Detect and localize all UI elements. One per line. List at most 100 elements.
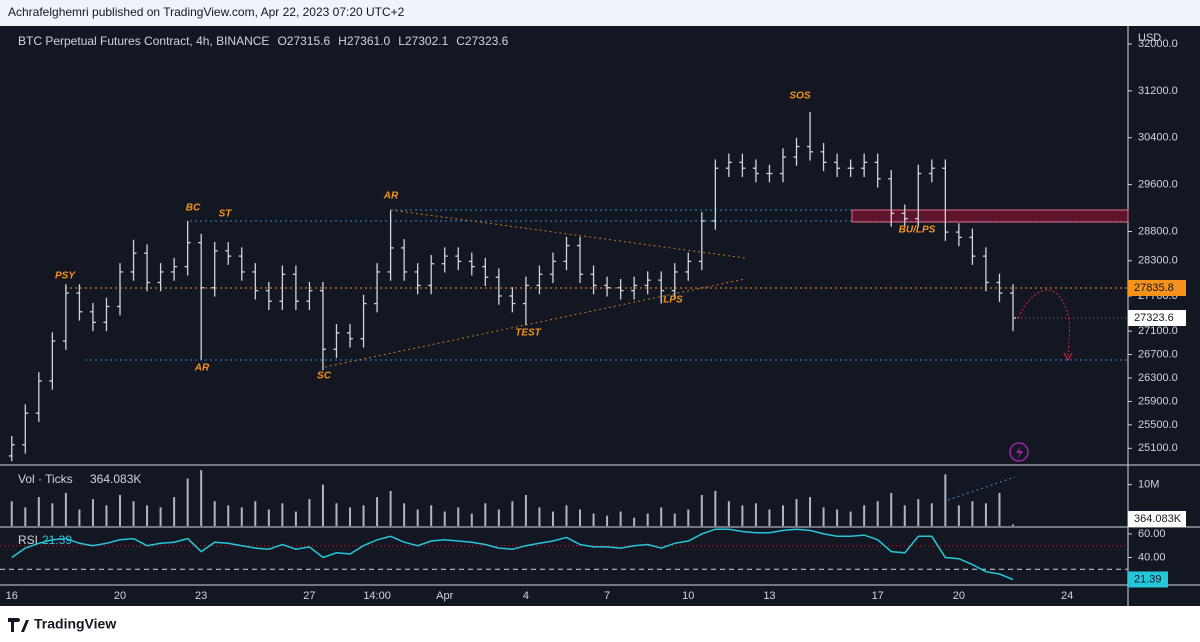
publisher-line: Achrafelghemri published on TradingView.… [8, 5, 405, 19]
x-tick-label: 20 [953, 590, 965, 602]
ohlc-legend-value: O27315.6 [277, 34, 330, 48]
volume-bar [984, 503, 987, 526]
volume-bar [321, 484, 324, 526]
volume-bar [497, 509, 500, 526]
wyckoff-annotation: PSY [55, 271, 76, 282]
y-tick-label: 32000.0 [1138, 38, 1178, 50]
volume-bar [159, 507, 162, 526]
projection-arc [1017, 289, 1070, 359]
volume-bar [957, 505, 960, 526]
volume-bar [267, 509, 270, 526]
ohlc-legend-value: H27361.0 [338, 34, 390, 48]
volume-title: Vol · Ticks [18, 472, 73, 486]
wyckoff-annotation: SC [317, 371, 332, 382]
y-tick-label: 28800.0 [1138, 225, 1178, 237]
volume-bar [551, 511, 554, 526]
volume-bar [78, 509, 81, 526]
volume-bar [565, 505, 568, 526]
volume-bar [673, 513, 676, 526]
y-tick-label: 25500.0 [1138, 419, 1178, 431]
x-tick-label: 17 [872, 590, 884, 602]
volume-bar [308, 499, 311, 526]
volume-bar [105, 505, 108, 526]
y-tick-label: 27100.0 [1138, 325, 1178, 337]
rsi-last-box [1128, 571, 1168, 588]
volume-bar [173, 497, 176, 526]
volume-bar [186, 478, 189, 526]
wyckoff-annotation: BC [186, 203, 201, 214]
volume-bar [714, 490, 717, 526]
y-tick-label: 25900.0 [1138, 395, 1178, 407]
volume-bar [24, 507, 27, 526]
x-tick-label: 20 [114, 590, 126, 602]
volume-bar [376, 497, 379, 526]
volume-bar [119, 495, 122, 526]
volume-bar [416, 509, 419, 526]
volume-bars [10, 470, 1014, 526]
volume-bar [294, 511, 297, 526]
volume-bar [403, 503, 406, 526]
volume-bar [727, 501, 730, 526]
volume-bar [592, 513, 595, 526]
volume-bar [944, 474, 947, 526]
volume-bar [213, 501, 216, 526]
volume-bar [822, 507, 825, 526]
ohlc-legend-value: C27323.6 [456, 34, 508, 48]
volume-bar [741, 505, 744, 526]
last-price-label: 27323.6 [1134, 312, 1174, 324]
alert-icon[interactable] [1009, 442, 1029, 462]
wyckoff-annotation: BU/LPS [899, 225, 936, 236]
volume-bar [37, 497, 40, 526]
level-label: 27835.8 [1134, 282, 1174, 294]
volume-bar [619, 511, 622, 526]
wyckoff-annotation: ST [219, 209, 233, 220]
volume-bar [200, 470, 203, 526]
volume-bar [863, 505, 866, 526]
volume-bar [781, 505, 784, 526]
volume-bar [457, 507, 460, 526]
volume-bar [768, 509, 771, 526]
volume-bar [917, 499, 920, 526]
price-bars [8, 111, 1016, 462]
volume-bar [579, 509, 582, 526]
wyckoff-annotation: SOS [789, 91, 810, 102]
y-tick-label: 26300.0 [1138, 372, 1178, 384]
trend-line [324, 278, 746, 368]
volume-bar [470, 513, 473, 526]
y-tick-label: 26700.0 [1138, 348, 1178, 360]
y-tick-label: 40.00 [1138, 551, 1166, 563]
volume-bar [132, 501, 135, 526]
volume-last-label: 364.083K [1134, 513, 1182, 525]
volume-bar [524, 495, 527, 526]
alert-bolt [1016, 446, 1023, 459]
volume-bar [1011, 524, 1014, 526]
volume-bar [606, 515, 609, 526]
volume-bar [633, 517, 636, 526]
volume-bar [349, 507, 352, 526]
y-tick-label: 28300.0 [1138, 255, 1178, 267]
volume-bar [240, 507, 243, 526]
volume-bar [146, 505, 149, 526]
volume-bar [443, 511, 446, 526]
x-tick-label: 23 [195, 590, 207, 602]
x-tick-label: 14:00 [363, 590, 391, 602]
level-label-box [1128, 279, 1186, 296]
x-tick-label: 27 [303, 590, 315, 602]
volume-bar [660, 507, 663, 526]
volume-bar [809, 497, 812, 526]
footer-brand: TradingView [34, 616, 116, 632]
volume-bar [687, 509, 690, 526]
x-tick-label: 24 [1061, 590, 1073, 602]
volume-bar [890, 492, 893, 526]
wyckoff-annotation: AR [194, 363, 210, 374]
header-bar [0, 0, 1200, 26]
volume-bar [876, 501, 879, 526]
drawings [85, 209, 1129, 501]
y-tick-label: 30400.0 [1138, 132, 1178, 144]
volume-bar [389, 490, 392, 526]
x-tick-label: 4 [523, 590, 529, 602]
footer-logo [8, 618, 29, 632]
volume-bar [64, 492, 67, 526]
volume-bar [227, 505, 230, 526]
volume-bar [836, 509, 839, 526]
